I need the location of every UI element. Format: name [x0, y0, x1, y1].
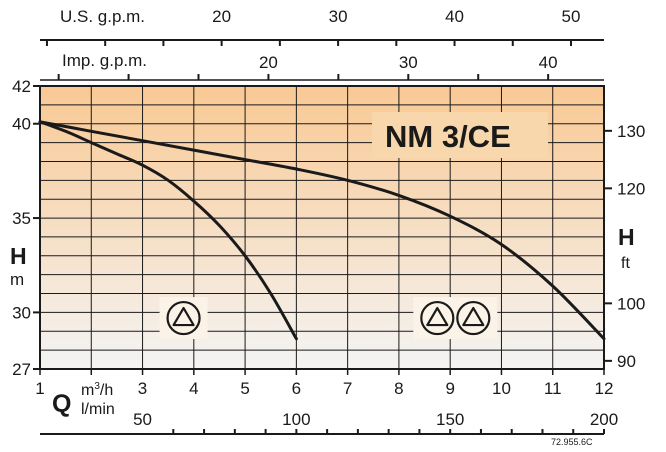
single-pump-symbol	[159, 297, 208, 340]
pump-symbol-bg	[413, 297, 498, 340]
us-gpm-tick-label: 40	[445, 7, 464, 26]
y-axis-unit-right: ft	[621, 255, 630, 272]
x-tick-label: 11	[544, 379, 562, 398]
y-left-tick-label: 30	[12, 303, 31, 322]
lmin-tick-label: 150	[436, 410, 464, 429]
y-right-tick-label: 130	[617, 122, 645, 141]
y-axis-left: 27 30 35 40 42	[12, 77, 40, 379]
us-gpm-tick-label: 20	[212, 7, 231, 26]
imp-gpm-tick-label: 20	[259, 53, 278, 72]
y-right-tick-label: 90	[617, 352, 636, 371]
x-tick-label: 7	[343, 379, 352, 398]
y-axis-right: 90 100 120 130	[604, 122, 645, 371]
pump-triangle-icon	[426, 306, 449, 327]
x-axis-unit-m3h: m3/h	[81, 381, 113, 399]
twin-pump-symbol	[413, 297, 498, 340]
y-axis-symbol-left: H	[10, 243, 27, 269]
reference-code: 72.955.6C	[551, 437, 593, 447]
imp-gpm-scale: 20 30 40	[40, 53, 604, 81]
x-tick-label: 12	[595, 379, 614, 398]
x-tick-label: 3	[138, 379, 147, 398]
curve-1	[38, 120, 298, 341]
imp-gpm-label: Imp. g.p.m.	[62, 51, 147, 70]
lmin-tick-label: 200	[590, 410, 618, 429]
performance-curves	[38, 120, 606, 341]
x-tick-label: 5	[240, 379, 249, 398]
x-tick-label: 1	[35, 379, 44, 398]
imp-gpm-tick-label: 30	[399, 53, 418, 72]
x-tick-label: 8	[394, 379, 403, 398]
pump-circle-icon	[166, 300, 201, 336]
y-right-tick-label: 120	[617, 179, 645, 198]
x-tick-label: 10	[492, 379, 511, 398]
pump-triangle-icon	[462, 306, 485, 327]
y-left-tick-label: 27	[12, 360, 31, 379]
pump-triangle-icon	[172, 306, 195, 327]
y-axis-symbol-right: H	[618, 224, 635, 250]
us-gpm-label: U.S. g.p.m.	[60, 7, 145, 26]
us-gpm-tick-label: 30	[329, 7, 348, 26]
x-axis-unit-lmin: l/min	[81, 401, 115, 418]
x-tick-label: 4	[189, 379, 198, 398]
y-left-tick-label: 40	[12, 115, 31, 134]
title-box	[372, 112, 548, 158]
curve-2	[38, 120, 606, 341]
y-axis-unit-left: m	[10, 270, 24, 289]
lmin-tick-label: 50	[133, 410, 152, 429]
us-gpm-tick-label: 50	[562, 7, 581, 26]
pump-circle-icon	[420, 300, 455, 336]
y-right-tick-label: 100	[617, 294, 645, 313]
pump-circle-icon	[456, 300, 491, 336]
x-axis-lmin: 50 100 150 200	[40, 410, 618, 435]
chart-title: NM 3/CE	[385, 119, 511, 154]
imp-gpm-tick-label: 40	[539, 53, 558, 72]
x-tick-label: 6	[292, 379, 301, 398]
plot-frame	[39, 85, 605, 370]
lmin-tick-label: 100	[282, 410, 310, 429]
pump-symbols	[159, 297, 498, 340]
y-left-tick-label: 42	[12, 77, 31, 96]
x-tick-label: 9	[445, 379, 454, 398]
y-left-tick-label: 35	[12, 209, 31, 228]
flow-symbol: Q	[52, 390, 71, 418]
x-axis-m3h: 1 3 4 5 6 7 8 9 10 11 12	[35, 369, 613, 398]
us-gpm-scale: 20 30 40 50	[40, 7, 604, 46]
